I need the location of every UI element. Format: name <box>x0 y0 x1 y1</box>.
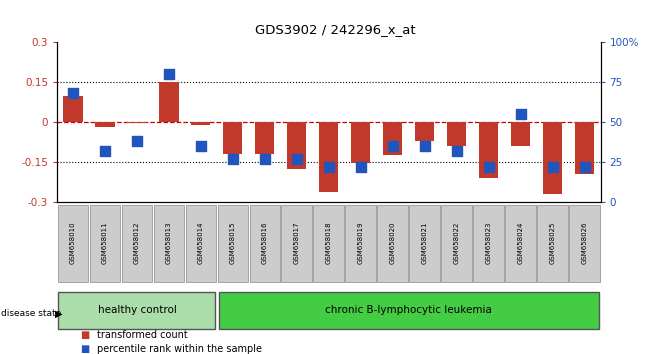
Bar <box>447 122 466 146</box>
FancyBboxPatch shape <box>250 205 280 282</box>
Point <box>548 164 558 170</box>
Text: GDS3902 / 242296_x_at: GDS3902 / 242296_x_at <box>255 23 416 36</box>
Point <box>260 156 270 161</box>
Bar <box>255 122 274 154</box>
Bar <box>575 122 594 174</box>
Point <box>164 72 174 77</box>
Point <box>579 164 590 170</box>
FancyBboxPatch shape <box>58 205 89 282</box>
FancyBboxPatch shape <box>281 205 312 282</box>
Bar <box>479 122 499 178</box>
Text: percentile rank within the sample: percentile rank within the sample <box>97 344 262 354</box>
Point <box>452 148 462 154</box>
FancyBboxPatch shape <box>346 205 376 282</box>
FancyBboxPatch shape <box>154 205 185 282</box>
Point <box>515 111 526 117</box>
Point <box>387 143 398 149</box>
FancyBboxPatch shape <box>186 205 216 282</box>
Bar <box>543 122 562 194</box>
Bar <box>319 122 338 193</box>
Text: GSM658012: GSM658012 <box>134 221 140 264</box>
FancyBboxPatch shape <box>121 205 152 282</box>
Point <box>99 148 110 154</box>
Text: GSM658019: GSM658019 <box>358 221 364 264</box>
FancyBboxPatch shape <box>537 205 568 282</box>
Text: GSM658014: GSM658014 <box>198 221 204 264</box>
Text: GSM658022: GSM658022 <box>454 221 460 264</box>
Text: chronic B-lymphocytic leukemia: chronic B-lymphocytic leukemia <box>325 305 492 315</box>
Point <box>227 156 238 161</box>
FancyBboxPatch shape <box>90 205 120 282</box>
FancyBboxPatch shape <box>473 205 504 282</box>
Point <box>68 91 79 96</box>
Text: GSM658017: GSM658017 <box>294 221 300 264</box>
Point <box>483 164 494 170</box>
Text: disease state: disease state <box>1 309 62 318</box>
Bar <box>159 82 178 122</box>
Point <box>356 164 366 170</box>
FancyBboxPatch shape <box>58 292 215 329</box>
Text: GSM658016: GSM658016 <box>262 221 268 264</box>
Bar <box>351 122 370 163</box>
Bar <box>191 122 211 125</box>
Point <box>291 156 302 161</box>
Text: GSM658024: GSM658024 <box>517 221 523 264</box>
Point <box>132 138 142 144</box>
Bar <box>415 122 434 141</box>
Text: ■: ■ <box>81 330 90 339</box>
Text: transformed count: transformed count <box>97 330 188 339</box>
FancyBboxPatch shape <box>377 205 408 282</box>
Text: GSM658013: GSM658013 <box>166 221 172 264</box>
FancyBboxPatch shape <box>409 205 440 282</box>
Bar <box>223 122 242 154</box>
Bar <box>64 96 83 122</box>
Text: ■: ■ <box>81 344 90 354</box>
Bar <box>287 122 307 169</box>
Point <box>195 143 206 149</box>
FancyBboxPatch shape <box>217 205 248 282</box>
Point <box>323 164 334 170</box>
Text: GSM658010: GSM658010 <box>70 221 76 264</box>
FancyBboxPatch shape <box>569 205 600 282</box>
Point <box>419 143 430 149</box>
Bar <box>511 122 530 146</box>
Bar <box>383 122 403 155</box>
Text: GSM658011: GSM658011 <box>102 221 108 264</box>
Text: GSM658025: GSM658025 <box>550 221 556 264</box>
FancyBboxPatch shape <box>442 205 472 282</box>
Text: GSM658018: GSM658018 <box>326 221 331 264</box>
Text: GSM658021: GSM658021 <box>421 221 427 264</box>
FancyBboxPatch shape <box>313 205 344 282</box>
Text: GSM658026: GSM658026 <box>582 221 588 264</box>
Text: healthy control: healthy control <box>97 305 176 315</box>
Text: GSM658015: GSM658015 <box>230 221 236 264</box>
Bar <box>95 122 115 127</box>
Text: ▶: ▶ <box>55 308 62 318</box>
Bar <box>127 122 146 124</box>
FancyBboxPatch shape <box>505 205 536 282</box>
FancyBboxPatch shape <box>219 292 599 329</box>
Text: GSM658023: GSM658023 <box>486 221 492 264</box>
Text: GSM658020: GSM658020 <box>390 221 396 264</box>
